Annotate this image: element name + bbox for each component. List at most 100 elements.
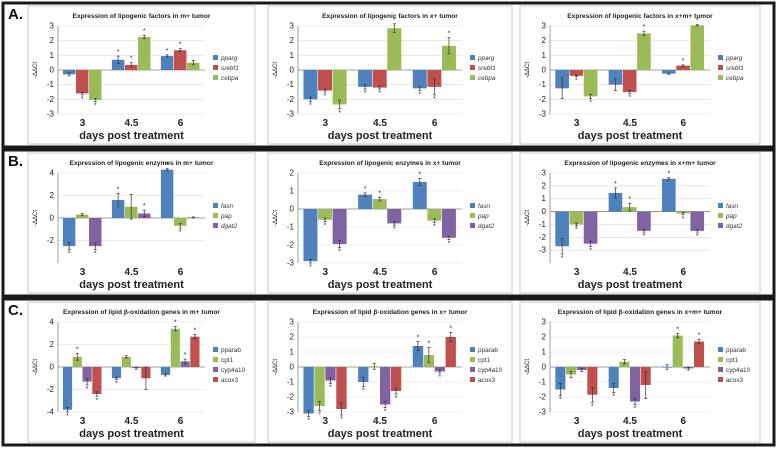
y-axis-label: -ΔΔCt xyxy=(273,359,279,375)
chart-title: Expression of lipogenic factors in x+m+ … xyxy=(567,13,713,20)
y-tick-label: -1 xyxy=(539,80,547,89)
y-tick-label: 0 xyxy=(542,207,547,216)
bar xyxy=(372,70,387,88)
y-tick-label: -3 xyxy=(287,259,295,268)
significance-mark: * xyxy=(393,226,396,233)
legend-label: pparg xyxy=(220,55,238,62)
x-axis-label: days post treatment xyxy=(79,130,184,142)
x-tick-label: 6 xyxy=(681,118,687,129)
significance-mark: * xyxy=(179,229,182,236)
significance-mark: * xyxy=(448,241,451,248)
significance-mark: * xyxy=(324,93,327,100)
bar xyxy=(622,70,637,92)
y-tick-label: -1 xyxy=(47,80,55,89)
significance-mark: * xyxy=(96,397,99,404)
bar xyxy=(72,356,82,367)
chart-panel: Expression of lipogenic factors in x+ tu… xyxy=(267,5,513,145)
significance-mark: * xyxy=(194,327,197,334)
legend-label: pparg xyxy=(477,55,495,62)
significance-mark: * xyxy=(591,403,594,410)
y-tick-label: -1 xyxy=(539,378,547,387)
significance-mark: * xyxy=(614,181,617,188)
bar xyxy=(387,209,402,224)
y-tick-label: 1 xyxy=(542,348,547,357)
chart-panel: Expression of lipid β-oxidation genes in… xyxy=(267,301,513,443)
significance-mark: * xyxy=(682,216,685,223)
x-axis-label: days post treatment xyxy=(578,279,683,291)
significance-mark: * xyxy=(696,18,699,25)
legend-swatch xyxy=(470,55,475,60)
significance-mark: * xyxy=(628,196,631,203)
bar xyxy=(608,70,623,85)
x-tick-label: 3 xyxy=(323,118,329,129)
x-tick-label: 4.5 xyxy=(125,416,139,427)
x-tick-label: 4.5 xyxy=(373,118,387,129)
bar xyxy=(608,192,623,212)
legend-swatch xyxy=(213,65,218,70)
y-axis-label: -ΔΔCt xyxy=(33,359,39,375)
x-tick-label: 4.5 xyxy=(623,267,637,278)
chart-title: Expression of lipogenic enzymes in x+ tu… xyxy=(319,160,461,167)
chart-title: Expression of lipogenic enzymes in x+m+ … xyxy=(564,160,716,167)
x-axis-label: days post treatment xyxy=(79,428,184,440)
significance-mark: * xyxy=(362,388,365,395)
bar xyxy=(672,335,683,367)
y-tick-label: 2 xyxy=(542,36,547,45)
legend-label: acox3 xyxy=(726,377,743,384)
bar xyxy=(441,45,456,70)
bar xyxy=(62,367,73,410)
chart-title: Expression of lipid β-oxidation genes in… xyxy=(313,309,468,316)
legend-label: cpt1 xyxy=(478,357,491,364)
significance-mark: * xyxy=(589,100,592,107)
x-tick-label: 4.5 xyxy=(373,416,387,427)
legend-label: cebpa xyxy=(478,75,496,82)
significance-mark: * xyxy=(417,335,420,342)
chart-title: Expression of lipid β-oxidation genes in… xyxy=(63,309,220,316)
bar xyxy=(303,367,314,414)
significance-mark: * xyxy=(575,78,578,85)
significance-mark: * xyxy=(676,326,679,333)
x-tick-label: 4.5 xyxy=(623,118,637,129)
legend-swatch xyxy=(470,347,475,352)
bar xyxy=(372,199,387,209)
legend-label: acox3 xyxy=(221,377,238,384)
y-tick-label: 3 xyxy=(542,22,547,31)
x-tick-label: 4.5 xyxy=(125,118,139,129)
row-label: C. xyxy=(8,302,23,319)
chart-panel: Expression of lipid β-oxidation genes in… xyxy=(519,301,761,443)
significance-mark: * xyxy=(364,90,367,97)
y-tick-label: -3 xyxy=(287,110,295,119)
significance-mark: * xyxy=(393,17,396,24)
y-tick-label: 3 xyxy=(542,169,547,178)
y-tick-label: 0 xyxy=(50,214,55,223)
legend-label: cebpa xyxy=(726,75,744,82)
bar xyxy=(62,218,76,247)
y-tick-label: 3 xyxy=(290,318,295,327)
x-axis-label: days post treatment xyxy=(328,428,433,440)
y-tick-label: 2 xyxy=(290,333,295,342)
significance-mark: * xyxy=(418,92,421,99)
significance-mark: * xyxy=(338,249,341,256)
legend-label: dgat2 xyxy=(726,223,742,230)
bar xyxy=(427,70,442,87)
significance-mark: * xyxy=(184,352,187,359)
significance-mark: * xyxy=(634,406,637,413)
significance-mark: * xyxy=(643,233,646,240)
significance-mark: * xyxy=(309,264,312,271)
legend-swatch xyxy=(718,367,723,372)
x-tick-label: 4.5 xyxy=(623,416,637,427)
significance-mark: * xyxy=(378,190,381,197)
significance-mark: * xyxy=(589,247,592,254)
bar xyxy=(187,62,200,70)
y-tick-label: -1 xyxy=(287,80,295,89)
legend-swatch xyxy=(718,203,723,208)
legend-swatch xyxy=(718,55,723,60)
y-tick-label: 2 xyxy=(50,340,55,349)
x-tick-label: 3 xyxy=(323,267,329,278)
bar xyxy=(637,33,651,70)
y-tick-label: 2 xyxy=(50,36,55,45)
bar xyxy=(160,169,174,218)
bar xyxy=(318,209,333,220)
legend-swatch xyxy=(470,367,475,372)
significance-mark: * xyxy=(438,374,441,381)
